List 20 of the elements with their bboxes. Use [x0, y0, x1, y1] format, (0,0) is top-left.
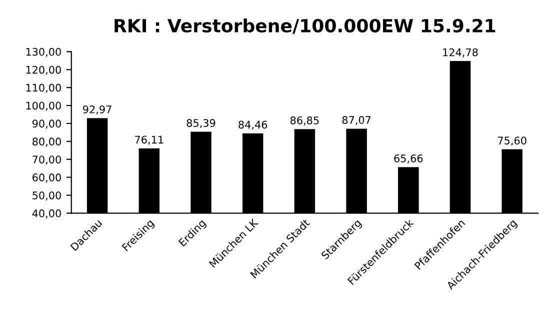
y-tick-label: 40,00	[32, 209, 61, 218]
y-tick-label: 110,00	[26, 84, 61, 93]
y-tick-label: 90,00	[32, 120, 61, 129]
y-tick-label: 100,00	[26, 102, 61, 111]
chart-title: RKI : Verstorbene/100.000EW 15.9.21	[114, 18, 496, 34]
y-tick-label: 70,00	[32, 156, 61, 165]
data-label: 65,66	[394, 154, 423, 164]
y-tick-label: 60,00	[32, 174, 61, 182]
y-tick-label: 120,00	[26, 66, 61, 75]
data-label: 85,39	[186, 119, 216, 128]
data-label: 92,97	[83, 105, 112, 114]
data-label: 75,60	[498, 136, 526, 146]
y-tick-label: 80,00	[32, 138, 61, 147]
data-label: 124,78	[443, 48, 478, 58]
data-label: 84,46	[238, 120, 268, 130]
data-label: 86,85	[290, 116, 319, 126]
y-tick-label: 130,00	[26, 48, 61, 57]
data-label: 76,11	[135, 136, 164, 145]
data-label: 87,07	[342, 116, 371, 125]
y-tick-label: 50,00	[32, 191, 61, 200]
